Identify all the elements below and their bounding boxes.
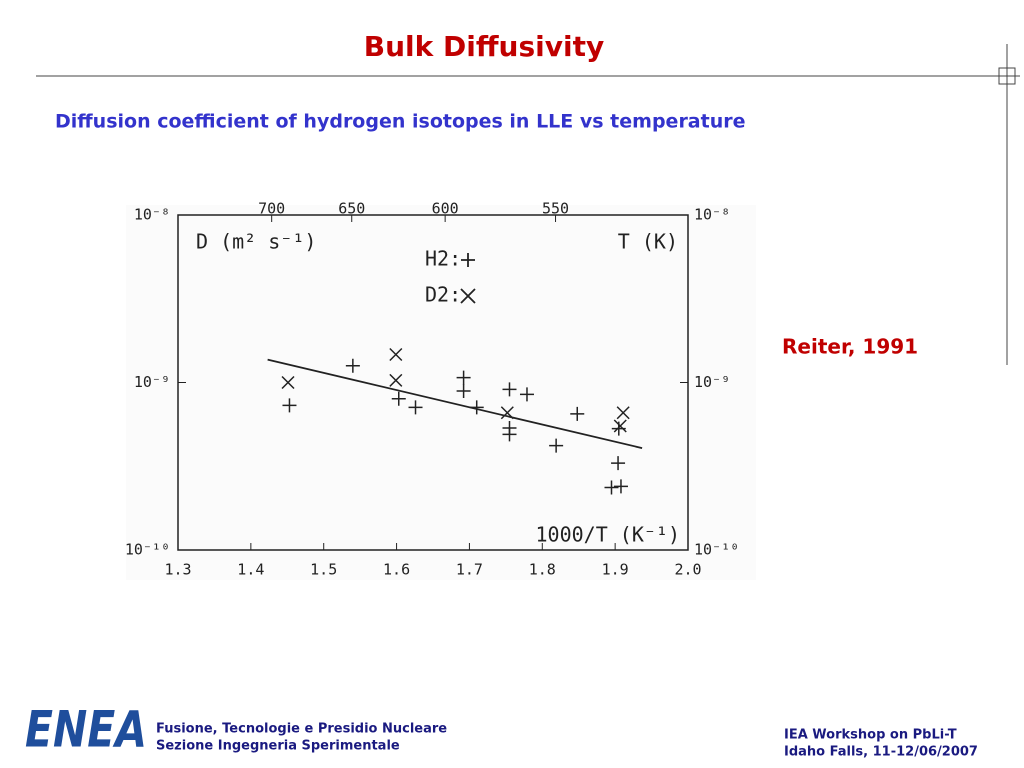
footer-left: Fusione, Tecnologie e Presidio Nucleare	[156, 722, 447, 737]
footer-left: Sezione Ingegneria Sperimentale	[156, 739, 400, 754]
slide-title: Bulk Diffusivity	[364, 30, 604, 63]
y-tick-label: 10⁻¹⁰	[125, 541, 170, 559]
x2-axis-label: T (K)	[618, 230, 678, 254]
y-axis-label: D (m² s⁻¹)	[196, 230, 316, 254]
point	[549, 438, 564, 453]
x-tick-label: 1.4	[237, 561, 264, 579]
logo: ENEA	[25, 701, 147, 759]
footer-right: IEA Workshop on PbLi-T	[784, 728, 957, 743]
point	[613, 479, 628, 494]
point	[519, 387, 534, 402]
y2-tick-label: 10⁻⁹	[694, 373, 730, 391]
reference: Reiter, 1991	[782, 335, 918, 359]
x2-tick-label: 700	[258, 200, 285, 218]
x-tick-label: 1.7	[456, 561, 483, 579]
x-tick-label: 1.9	[602, 561, 629, 579]
point	[408, 400, 423, 415]
point	[345, 358, 360, 373]
x-tick-label: 1.6	[383, 561, 410, 579]
point	[611, 456, 626, 471]
x2-tick-label: 650	[338, 200, 365, 218]
legend-label: H2:	[425, 247, 461, 271]
legend-marker	[461, 253, 475, 267]
x-tick-label: 2.0	[674, 561, 701, 579]
x-tick-label: 1.5	[310, 561, 337, 579]
y2-tick-label: 10⁻¹⁰	[694, 541, 739, 559]
point	[389, 373, 403, 387]
chart: 1.3 1.4 1.5 1.6 1.7 1.8 1.9 2.0 700 650 600 550 10⁻¹…	[125, 200, 739, 579]
x2-tick-label: 550	[542, 200, 569, 218]
x-tick-label: 1.3	[164, 561, 191, 579]
point	[456, 370, 471, 385]
legend-marker	[460, 288, 476, 304]
fit-line	[267, 358, 643, 449]
chart-scan	[126, 205, 756, 580]
point	[604, 480, 619, 495]
point	[282, 398, 297, 413]
point	[570, 406, 585, 421]
x-tick-label: 1.8	[529, 561, 556, 579]
footer-right: Idaho Falls, 11-12/06/2007	[784, 745, 978, 760]
x2-tick-label: 600	[432, 200, 459, 218]
corner-box	[998, 67, 1016, 85]
x-axis-label: 1000/T (K⁻¹)	[536, 523, 681, 547]
y-tick-label: 10⁻⁸	[134, 206, 170, 224]
y-tick-label: 10⁻⁹	[134, 373, 170, 391]
point	[502, 382, 517, 397]
point	[456, 383, 471, 398]
y2-tick-label: 10⁻⁸	[694, 206, 730, 224]
subtitle: Diffusion coefficient of hydrogen isotop…	[55, 111, 746, 133]
legend-label: D2:	[425, 283, 461, 307]
point	[391, 391, 406, 406]
point	[616, 406, 630, 420]
point	[281, 375, 295, 390]
point	[389, 347, 403, 362]
point	[613, 419, 627, 433]
point	[502, 427, 517, 442]
